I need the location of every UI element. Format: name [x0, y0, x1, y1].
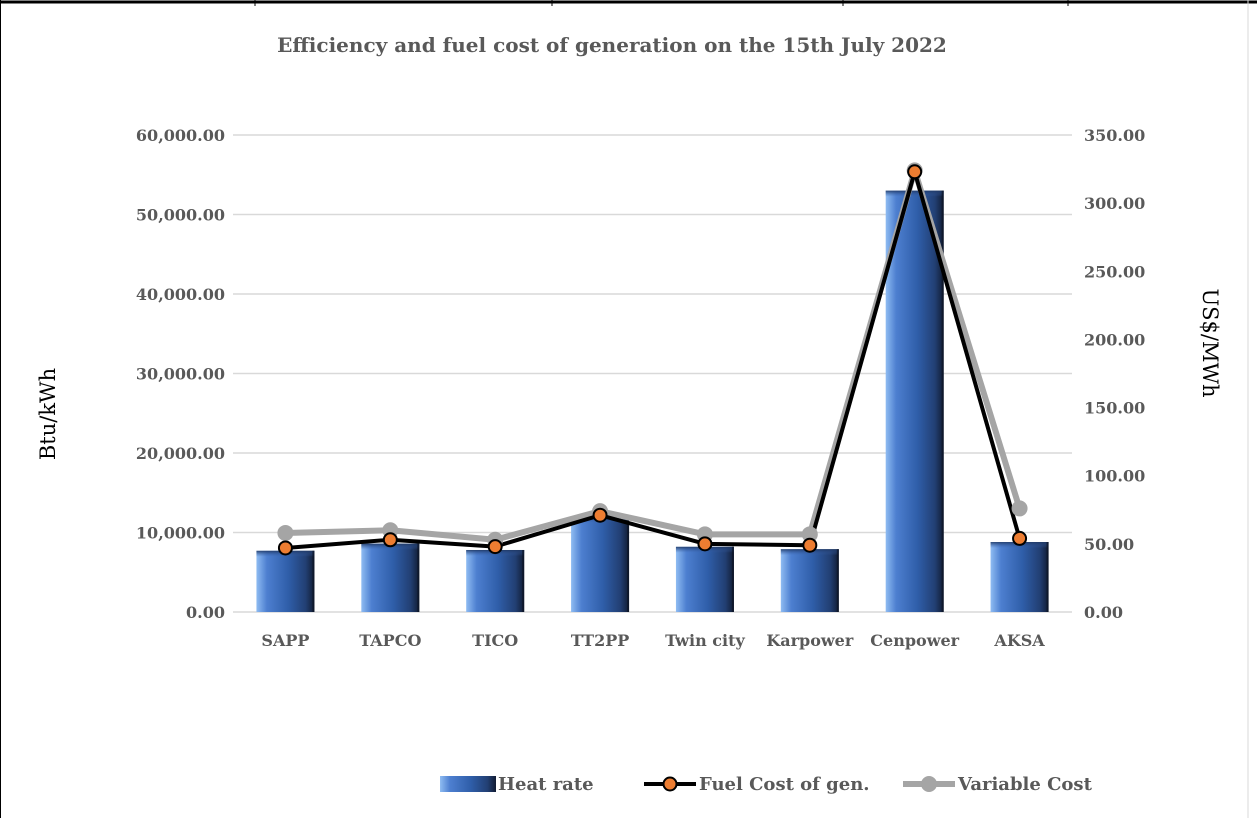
right-tick-label: 150.00	[1084, 399, 1145, 418]
legend-label: Fuel Cost of gen.	[699, 774, 870, 795]
series-marker	[487, 539, 503, 555]
bar	[990, 542, 1049, 612]
left-tick-label: 10,000.00	[136, 524, 225, 543]
legend-label: Heat rate	[498, 774, 594, 795]
left-tick-label: 40,000.00	[136, 285, 225, 304]
bar	[571, 516, 630, 612]
bar	[885, 190, 944, 612]
right-tick-label: 350.00	[1084, 126, 1145, 145]
series-marker	[1012, 530, 1028, 546]
series-markers	[277, 162, 1028, 556]
bar	[466, 549, 525, 612]
category-label: TICO	[472, 631, 518, 650]
series-marker	[592, 507, 608, 523]
series-marker	[697, 536, 713, 552]
right-axis-title: US$/MWh	[1198, 288, 1222, 397]
chart-title: Efficiency and fuel cost of generation o…	[277, 33, 947, 57]
series-marker	[802, 537, 818, 553]
category-label: TT2PP	[571, 631, 629, 650]
right-tick-label: 100.00	[1084, 467, 1145, 486]
category-labels: SAPP TAPCO TICO TT2PP Twin city Karpower Cenpo…	[261, 631, 1045, 650]
category-label: Karpower	[766, 631, 854, 650]
category-label: AKSA	[993, 631, 1045, 650]
series-lines	[285, 167, 1023, 550]
right-tick-label: 300.00	[1084, 194, 1145, 213]
bar	[256, 550, 315, 612]
left-tick-label: 60,000.00	[136, 126, 225, 145]
left-axis-ticks: 0.00 10,000.00 20,000.00 30,000.00 40,000.00…	[136, 126, 225, 622]
bar	[780, 549, 839, 612]
right-tick-label: 250.00	[1084, 262, 1145, 281]
series-marker	[277, 540, 293, 556]
legend-swatch	[903, 776, 955, 792]
right-tick-label: 0.00	[1084, 603, 1123, 622]
left-tick-label: 0.00	[186, 603, 225, 622]
legend-entry: Heat rate	[440, 774, 594, 795]
series-marker	[382, 532, 398, 548]
legend-swatch	[644, 776, 696, 792]
category-label: TAPCO	[359, 631, 421, 650]
right-axis-ticks: 0.00 50.00 100.00 150.00 200.00 250.00 300.00 3…	[1084, 126, 1145, 622]
bars	[256, 190, 1049, 612]
series-marker	[907, 164, 923, 180]
bar	[361, 543, 420, 612]
left-tick-label: 20,000.00	[136, 444, 225, 463]
category-label: SAPP	[261, 631, 309, 650]
right-tick-label: 50.00	[1084, 535, 1134, 554]
left-tick-label: 30,000.00	[136, 365, 225, 384]
left-axis-title: Btu/kWh	[36, 368, 60, 460]
category-label: Twin city	[665, 631, 745, 650]
legend-entry: Fuel Cost of gen.	[644, 774, 870, 795]
legend-label: Variable Cost	[957, 774, 1093, 795]
right-tick-label: 200.00	[1084, 330, 1145, 349]
category-label: Cenpower	[870, 631, 959, 650]
legend-swatch	[440, 776, 496, 792]
legend-entry: Variable Cost	[903, 774, 1093, 795]
left-tick-label: 50,000.00	[136, 206, 225, 225]
series-marker	[1011, 500, 1028, 517]
bar	[675, 546, 734, 612]
series-marker	[277, 524, 294, 541]
legend: Heat rate Fuel Cost of gen. Variable Cost	[440, 774, 1093, 795]
series-line	[285, 169, 1022, 550]
